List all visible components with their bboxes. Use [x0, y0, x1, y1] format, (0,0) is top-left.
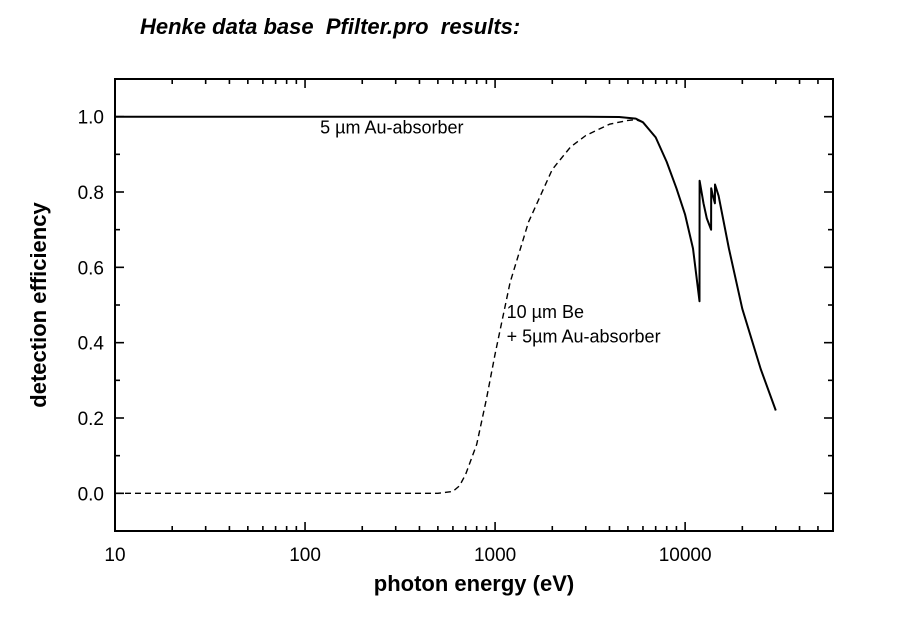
y-tick-label: 0.4 — [78, 334, 105, 355]
y-tick-label: 1.0 — [78, 108, 104, 129]
chart-title: Henke data base Pfilter.pro results: — [140, 14, 521, 39]
series-line-dashed — [115, 118, 657, 494]
annotation-label: 10 µm Be — [507, 302, 584, 322]
x-tick-label: 100 — [289, 545, 321, 566]
x-axis-label: photon energy (eV) — [374, 571, 574, 596]
series-line-solid — [115, 115, 777, 411]
annotation-label: + 5µm Au-absorber — [507, 327, 661, 347]
y-tick-label: 0.0 — [78, 484, 104, 505]
annotation-label: 5 µm Au-absorber — [320, 118, 463, 138]
y-axis-label: detection efficiency — [26, 202, 51, 408]
x-tick-label: 10000 — [659, 545, 712, 566]
y-tick-label: 0.8 — [78, 183, 104, 204]
x-tick-label: 1000 — [474, 545, 516, 566]
x-tick-label: 10 — [104, 545, 125, 566]
plot-frame — [114, 78, 834, 532]
y-tick-label: 0.6 — [78, 258, 104, 279]
y-tick-label: 0.2 — [78, 409, 104, 430]
